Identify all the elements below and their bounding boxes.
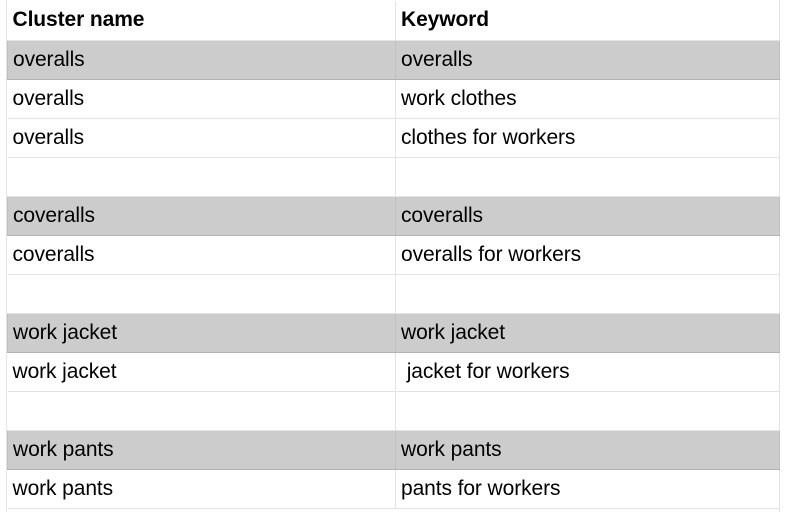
cell-cluster-name[interactable]: overalls <box>7 79 396 119</box>
cell-cluster-name[interactable]: overalls <box>7 118 396 158</box>
cell-cluster-name[interactable]: coveralls <box>7 235 396 275</box>
cell-keyword[interactable]: overalls for workers <box>395 235 780 275</box>
cell-keyword[interactable]: overalls <box>395 40 780 80</box>
cell-cluster-name[interactable] <box>7 157 396 197</box>
cell-keyword[interactable]: clothes for workers <box>395 118 780 158</box>
table-row-spacer <box>7 274 780 314</box>
cell-keyword[interactable] <box>395 391 780 431</box>
cell-keyword[interactable]: work pants <box>395 430 780 470</box>
table-row-spacer <box>7 391 780 431</box>
cell-cluster-name[interactable]: work pants <box>7 469 396 509</box>
table-row[interactable]: coveralls coveralls <box>7 196 780 236</box>
column-header-keyword[interactable]: Keyword <box>395 1 780 41</box>
cell-keyword[interactable]: work clothes <box>395 79 780 119</box>
table-row[interactable]: work pants pants for workers <box>7 469 780 509</box>
cell-cluster-name[interactable]: work pants <box>7 430 396 470</box>
table-row[interactable]: overalls overalls <box>7 40 780 80</box>
column-header-cluster-name[interactable]: Cluster name <box>7 1 396 41</box>
cluster-keyword-table: Cluster name Keyword overalls overalls ove… <box>7 1 780 509</box>
cell-cluster-name[interactable]: coveralls <box>7 196 396 236</box>
cell-keyword[interactable]: work jacket <box>395 313 780 353</box>
cell-keyword[interactable]: coveralls <box>395 196 780 236</box>
cell-cluster-name[interactable] <box>7 274 396 314</box>
cell-cluster-name[interactable] <box>7 391 396 431</box>
cell-keyword[interactable]: jacket for workers <box>395 352 780 392</box>
table-row[interactable]: work jacket work jacket <box>7 313 780 353</box>
table-header-row: Cluster name Keyword <box>7 1 780 41</box>
table-row[interactable]: work jacket jacket for workers <box>7 352 780 392</box>
table-body: overalls overalls overalls work clothes over… <box>7 40 780 509</box>
table-row[interactable]: work pants work pants <box>7 430 780 470</box>
table-row[interactable]: overalls work clothes <box>7 79 780 119</box>
table-row[interactable]: coveralls overalls for workers <box>7 235 780 275</box>
cell-cluster-name[interactable]: overalls <box>7 40 396 80</box>
cell-cluster-name[interactable]: work jacket <box>7 313 396 353</box>
cell-cluster-name[interactable]: work jacket <box>7 352 396 392</box>
table-row-spacer <box>7 157 780 197</box>
cell-keyword[interactable] <box>395 157 780 197</box>
cell-keyword[interactable] <box>395 274 780 314</box>
table-row[interactable]: overalls clothes for workers <box>7 118 780 158</box>
table-left-rule <box>6 0 7 512</box>
cell-keyword[interactable]: pants for workers <box>395 469 780 509</box>
